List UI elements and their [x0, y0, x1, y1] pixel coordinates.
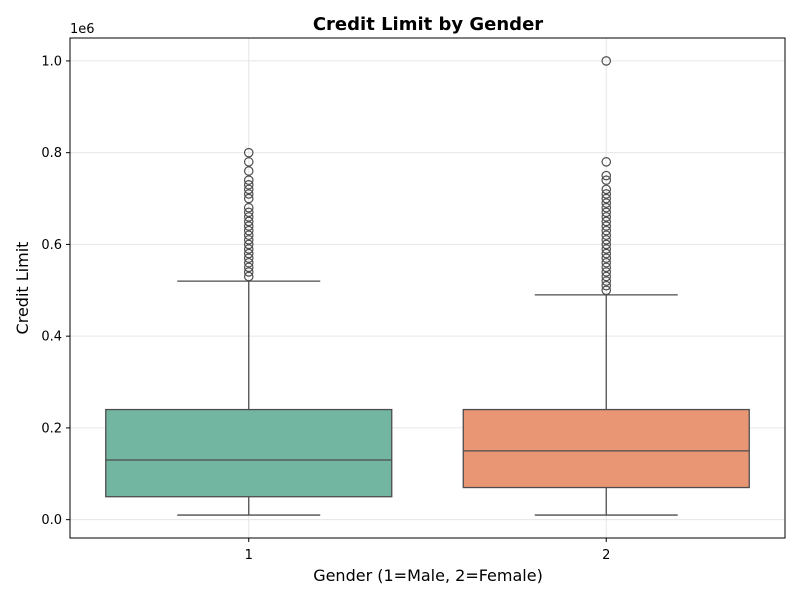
outlier-point — [601, 207, 612, 218]
outlier-point — [243, 267, 254, 277]
outlier-point — [243, 235, 254, 245]
x-tick-label: 1 — [245, 548, 253, 563]
outlier-point — [243, 202, 254, 213]
plot-frame — [69, 37, 786, 539]
outlier-point — [243, 253, 254, 263]
outlier-point — [601, 56, 612, 66]
outlier-point — [601, 157, 612, 167]
outlier-point — [243, 225, 254, 236]
outlier-point — [243, 248, 254, 259]
outlier-point — [601, 193, 612, 204]
outlier-point — [601, 235, 612, 245]
y-tick-label: 0.2 — [41, 421, 62, 436]
outlier-point — [243, 157, 254, 167]
outlier-point — [243, 271, 254, 282]
outlier-point — [601, 221, 612, 231]
y-tick-label: 1.0 — [41, 54, 62, 69]
outlier-point — [601, 202, 612, 213]
outlier-point — [243, 257, 254, 268]
outlier-point — [601, 244, 612, 254]
outlier-point — [601, 253, 612, 263]
outlier-point — [601, 257, 612, 268]
outlier-point — [601, 271, 612, 282]
outlier-point — [601, 276, 612, 286]
outlier-point — [243, 221, 254, 231]
y-offset-label: 1e6 — [70, 22, 95, 37]
outlier-point — [601, 230, 612, 241]
outlier-point — [243, 207, 254, 218]
chart-title: Credit Limit by Gender — [313, 14, 543, 35]
outlier-point — [243, 239, 254, 250]
box-group-1 — [105, 147, 393, 516]
outlier-point — [601, 239, 612, 250]
outlier-point — [601, 262, 612, 273]
outlier-point — [601, 267, 612, 277]
y-axis-label: Credit Limit — [13, 242, 32, 335]
outlier-point — [601, 189, 612, 199]
outlier-point — [243, 244, 254, 254]
outlier-point — [601, 248, 612, 259]
outlier-point — [601, 225, 612, 236]
y-tick-label: 0.6 — [41, 238, 62, 253]
y-tick-label: 0.8 — [41, 146, 62, 161]
tick-layer: 0.0 0.2 0.4 0.6 0.8 1.0 1 2 — [41, 54, 610, 563]
outlier-point — [601, 285, 612, 296]
outlier-point — [243, 216, 254, 227]
box-body — [462, 408, 750, 489]
y-tick-label: 0.4 — [41, 330, 62, 345]
outlier-point — [243, 179, 254, 190]
outlier-point — [601, 212, 612, 222]
outlier-point — [243, 212, 254, 222]
outlier-point — [601, 198, 612, 208]
outlier-point — [243, 166, 254, 176]
outlier-point — [243, 193, 254, 204]
y-tick-label: 0.0 — [41, 513, 62, 528]
outlier-point — [243, 184, 254, 195]
x-axis-label: Gender (1=Male, 2=Female) — [313, 566, 543, 585]
outlier-point — [601, 216, 612, 227]
box-group-2 — [462, 56, 750, 516]
outlier-point — [243, 147, 254, 158]
box-body — [105, 408, 393, 498]
box-layer — [105, 56, 750, 516]
outlier-point — [601, 170, 612, 181]
outlier-point — [601, 175, 612, 186]
outlier-point — [243, 230, 254, 241]
x-tick-label: 2 — [602, 548, 610, 563]
outlier-point — [243, 189, 254, 199]
outlier-point — [601, 280, 612, 291]
outlier-point — [243, 262, 254, 273]
outlier-point — [243, 175, 254, 186]
outlier-point — [601, 184, 612, 195]
